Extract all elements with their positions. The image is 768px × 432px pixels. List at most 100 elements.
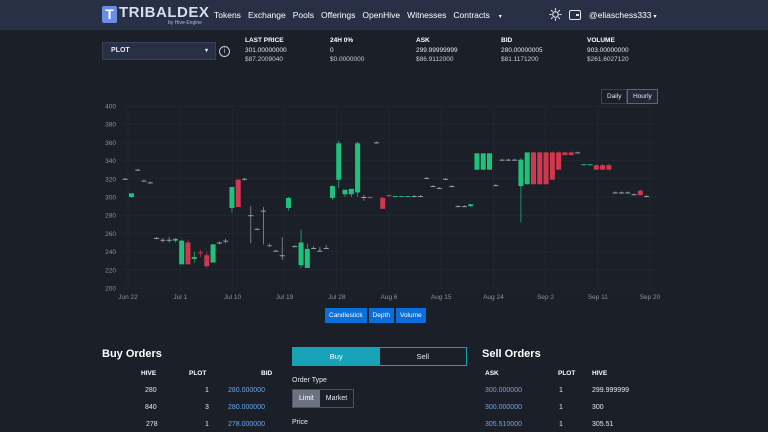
- stat-usd: $261.6027120: [587, 56, 629, 63]
- candle-body: [267, 245, 273, 247]
- candle-body: [216, 242, 222, 244]
- token-select-value: PLOT: [111, 47, 130, 54]
- candle-body: [373, 142, 379, 144]
- candle-body: [185, 242, 191, 265]
- candle-body: [625, 192, 631, 194]
- candle-body: [204, 255, 210, 267]
- sell-hive: 305.51: [592, 421, 614, 428]
- stat-bid: BID 280.00000005 $81.1171200: [501, 37, 543, 63]
- buy-orders-title: Buy Orders: [102, 348, 162, 360]
- wallet-icon[interactable]: [569, 10, 581, 20]
- candle-body: [417, 196, 423, 198]
- candle-body: [574, 152, 580, 154]
- candle-body: [543, 152, 549, 185]
- candle-body: [430, 186, 436, 188]
- y-tick-label: 320: [105, 176, 116, 183]
- token-select[interactable]: PLOT ▾: [102, 42, 216, 60]
- buy-bid: 280.000000: [228, 404, 265, 411]
- hourly-button[interactable]: Hourly: [627, 89, 658, 104]
- x-tick-label: Aug 15: [431, 294, 452, 301]
- candle-body: [367, 197, 373, 198]
- nav-pools[interactable]: Pools: [292, 10, 315, 20]
- x-tick-label: Jul 28: [328, 294, 346, 301]
- buy-col-hive: HIVE: [141, 370, 157, 377]
- candle-body: [512, 159, 518, 161]
- candle-body: [172, 238, 178, 241]
- candle-body: [210, 244, 216, 263]
- sell-col-ask: ASK: [485, 370, 499, 377]
- sell-col-plot: PLOT: [558, 370, 576, 377]
- x-tick-label: Aug 6: [381, 294, 398, 301]
- chevron-down-icon: ▾: [653, 14, 657, 20]
- stat-value: 299.99999999: [416, 47, 458, 54]
- depth-tab[interactable]: Depth: [368, 308, 394, 323]
- stat-label: LAST PRICE: [245, 37, 284, 44]
- nav-exchange[interactable]: Exchange: [247, 10, 286, 20]
- candle-body: [487, 153, 493, 170]
- user-menu[interactable]: @eliaschess333 ▾: [589, 10, 657, 20]
- chevron-down-icon: ▾: [204, 48, 208, 54]
- candle-body: [593, 165, 599, 170]
- logo-mark: T: [102, 6, 117, 23]
- candle-body: [392, 196, 398, 198]
- y-tick-label: 400: [105, 104, 116, 111]
- candle-body: [537, 152, 543, 185]
- candle-body: [524, 152, 530, 185]
- nav-offerings[interactable]: Offerings: [321, 10, 356, 20]
- price-chart[interactable]: 200 220 240 260 280 300 320 340 360 380 400 Jun 22 J…: [96, 88, 660, 306]
- nav-openhive[interactable]: OpenHive: [362, 10, 401, 20]
- nav-contracts[interactable]: Contracts ▾: [453, 10, 508, 20]
- info-icon[interactable]: i: [219, 46, 230, 57]
- candle-body: [600, 165, 606, 170]
- nav-tokens[interactable]: Tokens: [214, 10, 241, 20]
- y-tick-label: 240: [105, 249, 116, 256]
- stat-value: 301.00000000: [245, 47, 287, 54]
- stat-usd: $81.1171200: [501, 56, 539, 63]
- candle-body: [317, 250, 323, 252]
- nav-witnesses[interactable]: Witnesses: [407, 10, 447, 20]
- theme-toggle-icon[interactable]: [549, 8, 562, 21]
- buy-tab[interactable]: Buy: [293, 348, 380, 365]
- buy-plot: 3: [205, 404, 209, 411]
- x-tick-label: Jul 1: [173, 294, 187, 301]
- candle-body: [160, 239, 166, 241]
- candle-body: [380, 197, 386, 209]
- y-tick-label: 260: [105, 231, 116, 238]
- candle-body: [618, 192, 624, 194]
- candle-body: [292, 246, 298, 248]
- candle-body: [179, 240, 185, 265]
- sell-tab[interactable]: Sell: [416, 352, 429, 361]
- candle-body: [235, 179, 241, 208]
- y-tick-label: 360: [105, 140, 116, 147]
- limit-option[interactable]: Limit: [293, 390, 320, 407]
- sell-ask: 300.000000: [485, 404, 522, 411]
- x-tick-label: Jul 10: [224, 294, 242, 301]
- candle-body: [411, 196, 417, 198]
- candle-body: [518, 159, 524, 187]
- sell-hive: 300: [592, 404, 604, 411]
- tribaldex-logo[interactable]: T TRIBALDEX by Hive-Engine: [102, 4, 209, 26]
- candle-body: [499, 159, 505, 161]
- stat-usd: $0.0000000: [330, 56, 365, 63]
- buy-hive: 280: [145, 387, 157, 394]
- stat-label: 24H 0%: [330, 37, 354, 44]
- buy-bid: 278.000000: [228, 421, 265, 428]
- candlestick-tab[interactable]: Candlestick: [325, 308, 367, 323]
- candle-body: [399, 196, 405, 198]
- candle-body: [323, 247, 329, 249]
- volume-tab[interactable]: Volume: [395, 308, 426, 323]
- stat-last-price: LAST PRICE 301.00000000 $87.2009040: [245, 37, 287, 63]
- candle-body: [279, 255, 285, 257]
- candle-body: [405, 196, 411, 198]
- candle-body: [273, 250, 279, 252]
- daily-button[interactable]: Daily: [601, 89, 628, 104]
- candle-body: [229, 186, 235, 208]
- candle-body: [135, 169, 141, 171]
- y-tick-label: 220: [105, 267, 116, 274]
- candle-body: [260, 210, 266, 212]
- stat-24h: 24H 0% 0 $0.0000000: [330, 37, 364, 63]
- candle-body: [198, 252, 204, 254]
- candle-body: [329, 186, 335, 198]
- x-tick-label: Sep 11: [588, 294, 609, 301]
- market-option[interactable]: Market: [325, 395, 348, 402]
